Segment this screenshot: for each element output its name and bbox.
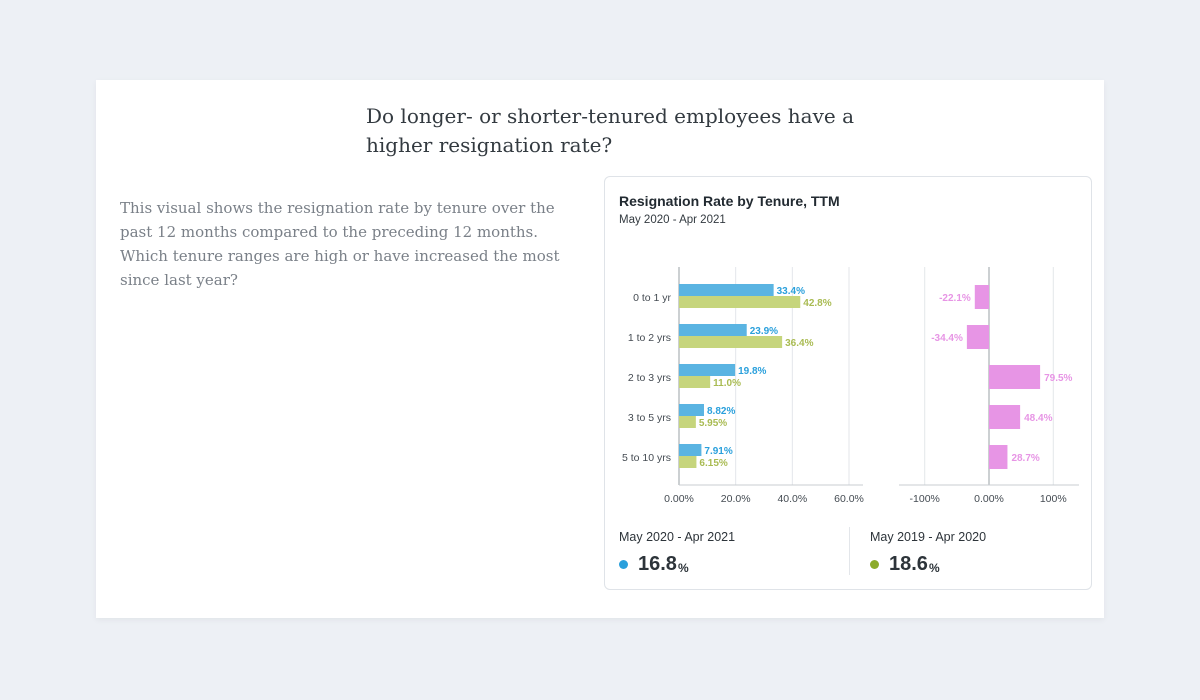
category-label: 5 to 10 yrs — [622, 452, 671, 464]
data-label-current: 23.9% — [750, 326, 778, 337]
data-label-change: -22.1% — [939, 293, 971, 304]
bar-change — [989, 405, 1021, 429]
data-label-change: 28.7% — [1011, 453, 1039, 464]
chart-area: 0.00% 20.0% 40.0% 60.0% 0 to 1 yr 33.4%42.8% 1… — [622, 267, 1079, 505]
chart-panel: Resignation Rate by Tenure, TTM May 2020… — [604, 176, 1092, 590]
bar-previous — [679, 416, 696, 428]
data-label-current: 8.82% — [707, 406, 735, 417]
bar-current — [679, 444, 702, 456]
data-label-current: 7.91% — [704, 446, 732, 457]
bar-change — [966, 325, 989, 349]
x-tick-label-left: 0.00% — [664, 493, 694, 505]
kpi-previous-number: 18.6 — [889, 553, 928, 575]
category-label: 0 to 1 yr — [633, 292, 671, 304]
data-label-change: -34.4% — [931, 333, 963, 344]
kpi-current-number: 16.8 — [638, 553, 677, 575]
x-tick-label-left: 40.0% — [777, 493, 807, 505]
data-label-previous: 42.8% — [803, 298, 831, 309]
category-label: 1 to 2 yrs — [628, 332, 671, 344]
question-heading: Do longer- or shorter-tenured employees … — [366, 104, 855, 157]
x-tick-label-right: 100% — [1040, 493, 1067, 505]
kpi-previous-value: 18.6% — [870, 553, 940, 576]
x-tick-label-left: 60.0% — [834, 493, 864, 505]
data-label-previous: 36.4% — [785, 338, 813, 349]
category-label: 3 to 5 yrs — [628, 412, 671, 424]
data-label-previous: 6.15% — [699, 458, 727, 469]
chart-title: Resignation Rate by Tenure, TTM — [619, 193, 840, 209]
kpi-current-label: May 2020 - Apr 2021 — [619, 530, 736, 544]
bar-current — [679, 364, 736, 376]
data-label-current: 33.4% — [777, 286, 805, 297]
x-tick-label-left: 20.0% — [721, 493, 751, 505]
category-label: 2 to 3 yrs — [628, 372, 671, 384]
content-card: Do longer- or shorter-tenured employees … — [96, 80, 1104, 618]
bar-change — [989, 445, 1008, 469]
kpi-current-value: 16.8% — [619, 553, 689, 576]
data-label-change: 79.5% — [1044, 373, 1072, 384]
chart-subtitle: May 2020 - Apr 2021 — [619, 214, 726, 226]
data-label-previous: 11.0% — [713, 378, 741, 389]
x-tick-label-right: 0.00% — [974, 493, 1004, 505]
data-label-change: 48.4% — [1024, 413, 1052, 424]
data-label-current: 19.8% — [738, 366, 766, 377]
bar-current — [679, 284, 774, 296]
kpi-current-unit: % — [677, 560, 689, 575]
kpi-previous-label: May 2019 - Apr 2020 — [870, 530, 987, 544]
bar-change — [974, 285, 989, 309]
x-tick-label-right: -100% — [910, 493, 940, 505]
current-dot-icon — [619, 560, 628, 569]
kpi-divider — [849, 527, 850, 575]
previous-dot-icon — [870, 560, 879, 569]
bar-current — [679, 404, 704, 416]
bar-previous — [679, 296, 801, 308]
description-text: This visual shows the resignation rate b… — [120, 199, 560, 289]
bar-previous — [679, 336, 783, 348]
bar-previous — [679, 456, 697, 468]
kpi-previous-unit: % — [928, 560, 940, 575]
bar-current — [679, 324, 747, 336]
data-label-previous: 5.95% — [699, 418, 727, 429]
bar-change — [989, 365, 1041, 389]
bar-previous — [679, 376, 711, 388]
